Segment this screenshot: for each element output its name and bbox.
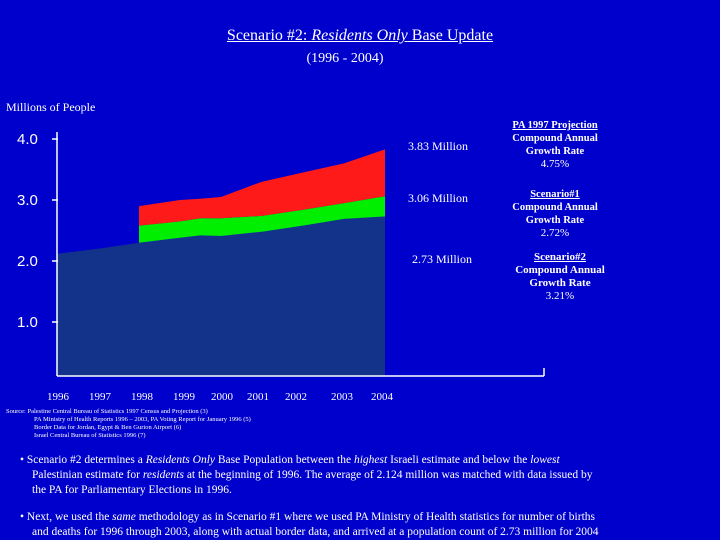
legend-scenario2: Scenario#2 Compound Annual Growth Rate 3… [490,251,630,303]
note-continuation: Palestinian estimate for residents at th… [20,468,710,483]
legend-scenario2-rate: 3.21% [545,290,575,302]
note-emphasis: highest [353,454,388,466]
y-tick-label: 3.0 [17,192,38,209]
legend-scenario2-line1: Compound Annual [515,264,605,276]
legend-scenario1-head: Scenario#1 [530,189,580,200]
legend-projection-rate: 4.75% [540,158,570,170]
area-projection [139,149,385,226]
x-tick-label: 1996 [47,391,70,400]
legend-scenario1: Scenario#1 Compound Annual Growth Rate 2… [485,188,625,240]
source-notes: Source: Palestine Central Bureau of Stat… [6,408,251,440]
x-tick-label: 1999 [173,391,196,400]
title-suffix: Base Update [407,27,494,44]
x-tick-label: 1998 [131,391,154,400]
note-text: Palestinian estimate for [32,469,143,481]
source-line: PA Ministry of Health Reports 1996 – 200… [34,416,251,423]
x-tick-label: 2001 [247,391,269,400]
note-emphasis: lowest [530,454,560,466]
note-1: • Scenario #2 determines a Residents Onl… [20,453,710,498]
note-text: Base Population between the [215,454,354,466]
title-prefix: Scenario #2: [226,27,312,44]
area-scenario2 [57,216,385,376]
page-title: Scenario #2: Residents Only Base Update [0,27,720,45]
legend-scenario1-line1: Compound Annual [512,202,598,213]
note-continuation: and deaths for 1996 through 2003, along … [32,526,599,538]
x-tick-label: 2003 [331,391,354,400]
legend-projection-line1: Compound Annual [512,133,598,144]
x-tick-label: 2004 [371,391,394,400]
area-scenario1 [139,196,385,243]
end-label-projection: 3.83 Million [408,139,468,153]
y-tick-label: 4.0 [17,131,38,148]
legend-projection-line2: Growth Rate [525,146,585,157]
source-line: Border Data for Jordan, Egypt & Ben Guri… [34,424,182,431]
y-axis-label: Millions of People [6,100,96,114]
legend-projection-head: PA 1997 Projection [512,120,598,131]
x-tick-label: 1997 [89,391,112,400]
note-emphasis: same [112,511,136,523]
y-tick-label: 1.0 [17,314,38,331]
page-subtitle: (1996 - 2004) [306,51,384,66]
legend-projection: PA 1997 Projection Compound Annual Growt… [485,119,625,171]
note-emphasis: residents [142,469,184,481]
legend-scenario1-rate: 2.72% [540,227,570,239]
note-text: methodology as in Scenario #1 where we u… [135,511,595,523]
y-tick-label: 2.0 [17,253,38,270]
area-chart: 4.0 3.0 2.0 1.0 1996 1997 1998 1999 2000 2001 2002… [17,131,545,400]
legend-scenario1-line2: Growth Rate [525,215,585,226]
note-2: • Next, we used the same methodology as … [20,510,710,540]
legend-scenario2-line2: Growth Rate [529,277,591,289]
note-text: at the beginning of 1996. The average of… [183,469,593,481]
note-text: • Next, we used the [20,511,113,523]
legend-scenario2-head: Scenario#2 [534,251,586,263]
note-emphasis: Residents Only [145,454,216,466]
note-text: • Scenario #2 determines a [20,454,146,466]
end-label-scenario1: 3.06 Million [408,191,468,205]
x-tick-label: 2002 [285,391,307,400]
note-continuation: the PA for Parliamentary Elections in 19… [32,484,232,496]
source-line: Source: Palestine Central Bureau of Stat… [6,408,208,415]
note-text: Israeli estimate and below the [387,454,531,466]
title-emphasis: Residents Only [311,27,408,44]
end-label-scenario2: 2.73 Million [412,252,472,266]
x-tick-label: 2000 [211,391,234,400]
source-line: Israel Central Bureau of Statistics 1996… [34,432,146,439]
